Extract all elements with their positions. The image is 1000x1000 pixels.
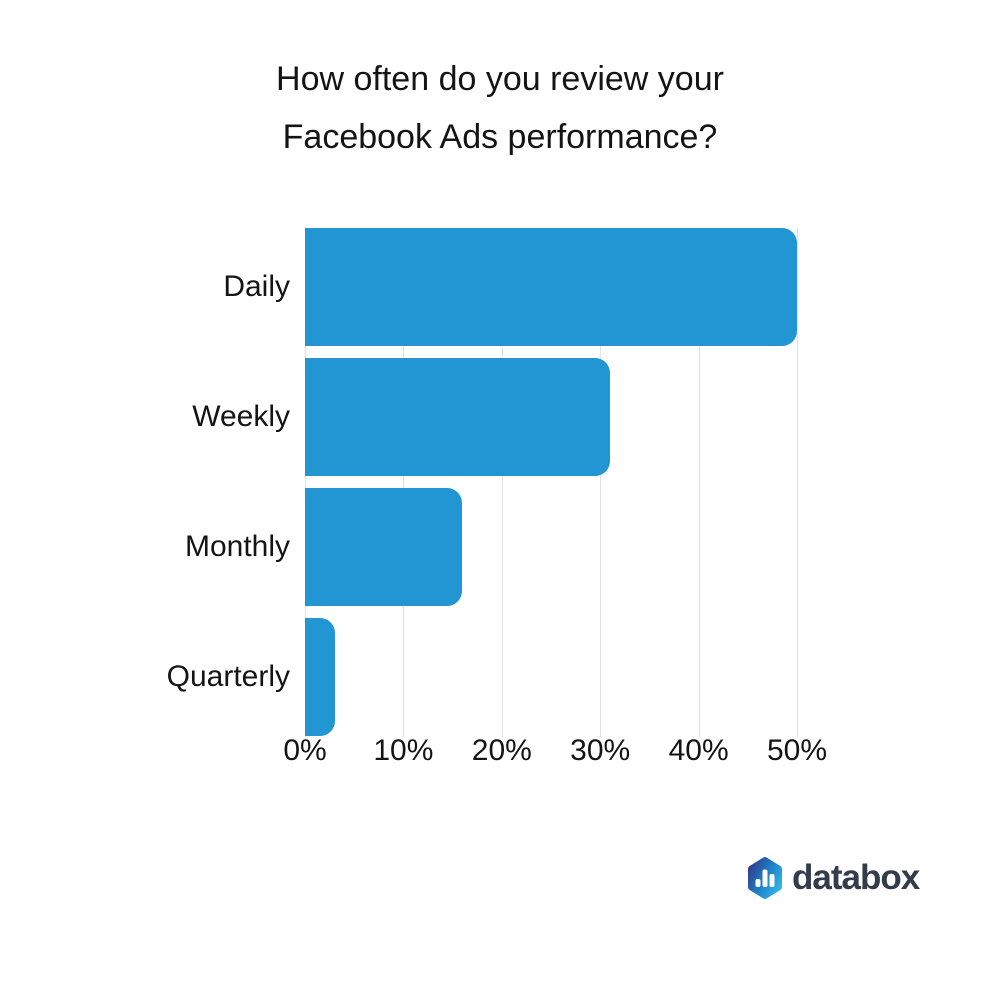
x-tick-label-10%: 10% <box>373 734 434 767</box>
databox-hexagon-chart-icon <box>748 857 782 899</box>
bar-quarterly <box>305 618 335 736</box>
bar-daily <box>305 228 797 346</box>
category-label-quarterly: Quarterly <box>166 660 290 693</box>
databox-logo: databox <box>746 856 920 900</box>
logo-bar-short <box>755 879 761 887</box>
gridline-30% <box>600 228 602 737</box>
chart-title-line-2: Facebook Ads performance? <box>282 118 718 156</box>
category-label-daily: Daily <box>223 270 290 303</box>
x-tick-label-30%: 30% <box>570 734 631 767</box>
x-tick-label-40%: 40% <box>668 734 729 767</box>
gridline-20% <box>501 228 503 737</box>
logo-bar-tall <box>762 869 768 887</box>
plot-area <box>305 228 798 737</box>
gridline-50% <box>797 228 798 737</box>
x-tick-label-0%: 0% <box>283 734 327 767</box>
category-label-monthly: Monthly <box>184 530 290 563</box>
databox-wordmark: databox <box>792 858 920 897</box>
gridline-10% <box>403 228 405 737</box>
chart-title-line-1: How often do you review your <box>276 60 724 98</box>
logo-bar-medium <box>769 874 775 887</box>
gridline-0% <box>305 228 306 737</box>
chart-title: How often do you review your Facebook Ad… <box>0 50 1000 166</box>
gridline-40% <box>698 228 700 737</box>
bar-monthly <box>305 488 463 606</box>
x-tick-label-50%: 50% <box>766 734 828 767</box>
bar-weekly <box>305 358 611 476</box>
category-label-weekly: Weekly <box>192 400 290 433</box>
x-tick-label-20%: 20% <box>471 734 532 767</box>
